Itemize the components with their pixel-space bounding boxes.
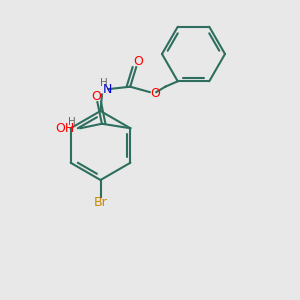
Text: OH: OH xyxy=(56,122,75,135)
Text: N: N xyxy=(103,82,112,96)
Text: H: H xyxy=(100,78,108,88)
Text: O: O xyxy=(133,55,143,68)
Text: H: H xyxy=(68,117,76,127)
Text: Br: Br xyxy=(94,196,107,209)
Text: O: O xyxy=(150,87,160,100)
Text: O: O xyxy=(91,90,101,103)
